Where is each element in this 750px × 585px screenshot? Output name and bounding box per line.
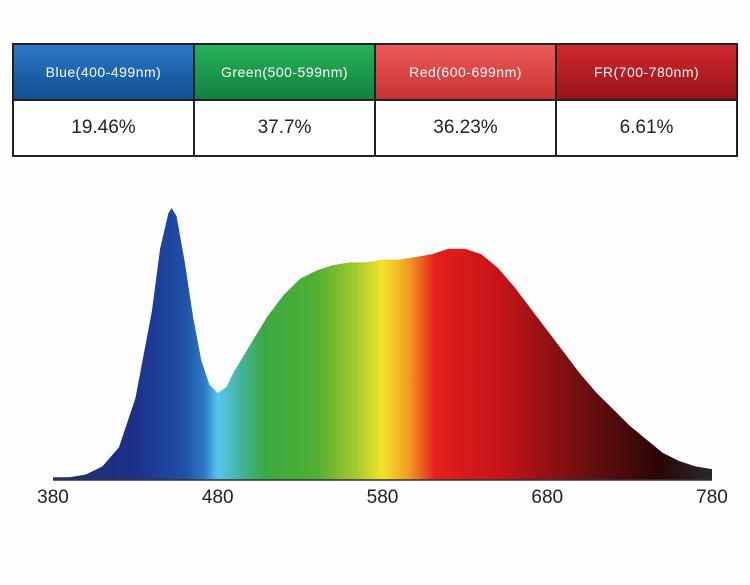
header-cell: Red(600-699nm) (374, 43, 557, 101)
x-tick-label: 780 (696, 487, 728, 508)
x-tick-label: 580 (367, 487, 399, 508)
header-cell: FR(700-780nm) (555, 43, 738, 101)
band-table: Blue(400-499nm) Green(500-599nm) Red(600… (12, 43, 738, 157)
value-cell: 19.46% (12, 99, 195, 157)
x-tick-label: 480 (202, 487, 234, 508)
header-row: Blue(400-499nm) Green(500-599nm) Red(600… (12, 43, 738, 101)
spectrum-area (53, 208, 712, 480)
value-cell: 36.23% (374, 99, 557, 157)
value-row: 19.46% 37.7% 36.23% 6.61% (12, 99, 738, 157)
x-tick-label: 380 (37, 487, 69, 508)
header-cell: Blue(400-499nm) (12, 43, 195, 101)
x-tick-label: 680 (531, 487, 563, 508)
header-cell: Green(500-599nm) (193, 43, 376, 101)
value-cell: 6.61% (555, 99, 738, 157)
value-cell: 37.7% (193, 99, 376, 157)
